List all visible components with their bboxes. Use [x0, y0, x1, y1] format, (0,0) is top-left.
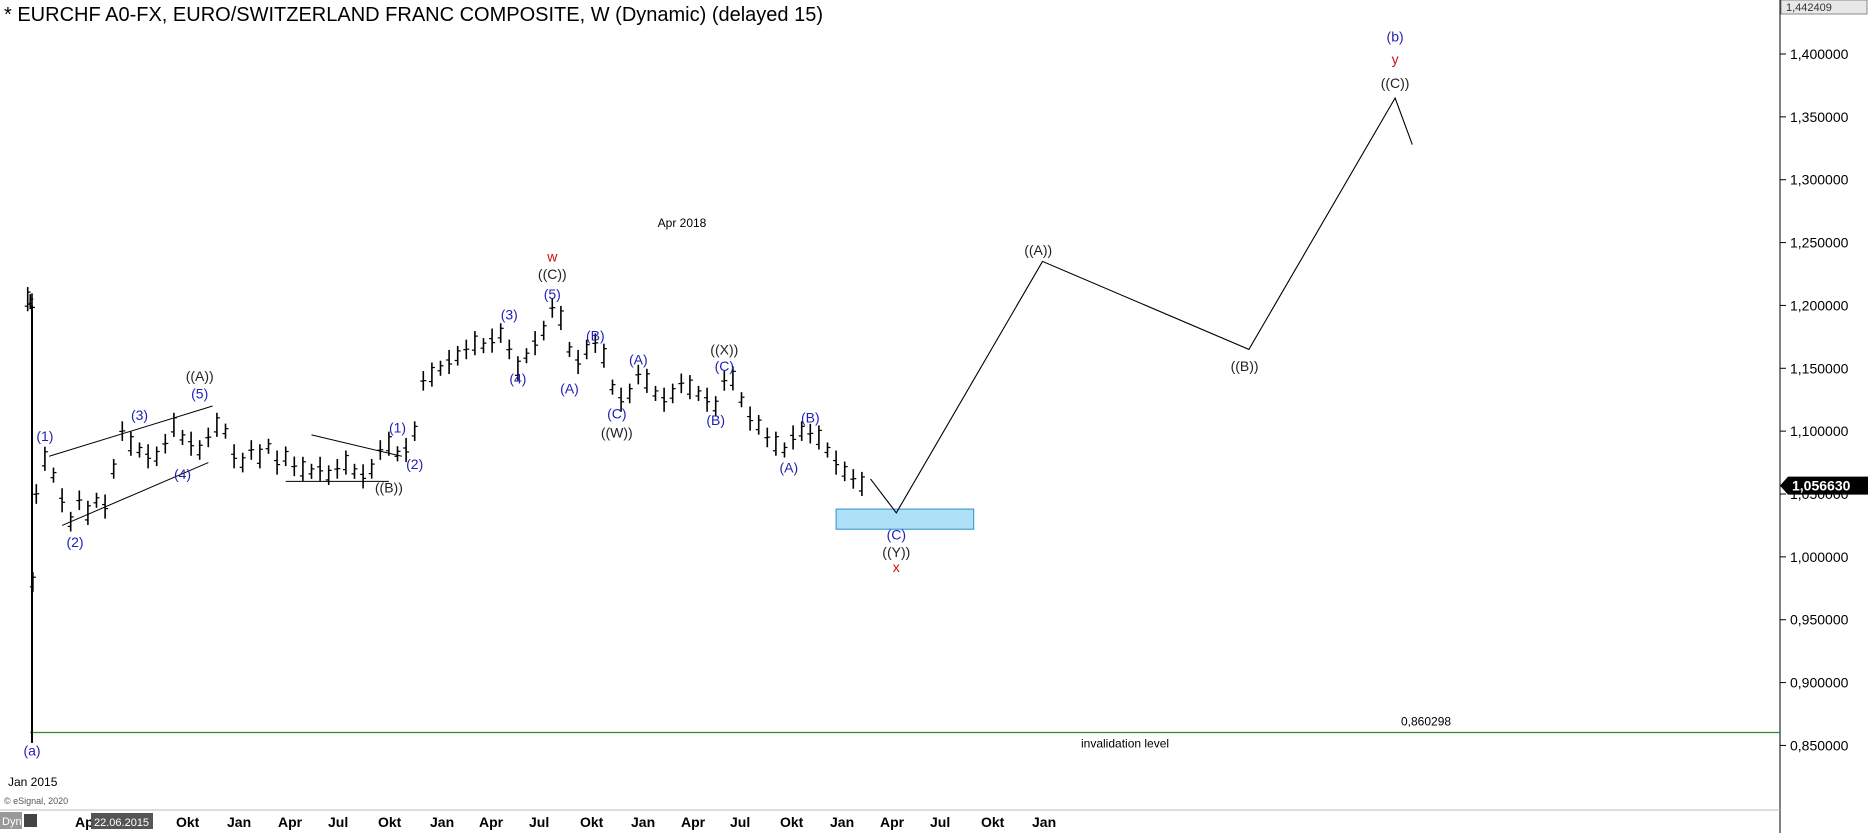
y-tick-label: 1,150000: [1790, 360, 1849, 376]
last-price-label: 1,056630: [1792, 478, 1851, 494]
wave-label: (3): [501, 306, 518, 322]
x-tick-label: Jan: [227, 814, 251, 830]
cursor-date-box: [91, 813, 153, 829]
y-tick-label: 1,100000: [1790, 423, 1849, 439]
wave-label: (C): [715, 358, 734, 374]
wave-label: ((A)): [186, 368, 214, 384]
x-tick-label: Jul: [328, 814, 348, 830]
y-tick-label: 1,400000: [1790, 46, 1849, 62]
projection-path: [870, 96, 1413, 514]
wave-label: (2): [406, 456, 423, 472]
invalidation-line-group: 0,860298 invalidation level: [30, 714, 1780, 750]
x-tick-label: Apr: [479, 814, 504, 830]
wave-label: (B): [706, 412, 725, 428]
trendline: [61, 462, 209, 526]
top-value-box: [1780, 0, 1868, 15]
last-price-box: [1780, 476, 1868, 495]
wave-label: x: [893, 559, 900, 575]
annotations-group: Apr 2018 Jan 2015 © eSignal, 2020: [4, 216, 707, 806]
dyn-icon: [24, 814, 37, 827]
wave-label: ((W)): [601, 424, 633, 440]
wave-labels-group: (a)(1)(2)(3)(4)(5)((A))((B))(1)(2)(3)(4)…: [23, 28, 1409, 758]
dyn-tag-box: [0, 812, 22, 829]
y-tick-label: 1,250000: [1790, 235, 1849, 251]
x-tick-label: Jul: [529, 814, 549, 830]
x-tick-label: Okt: [176, 814, 200, 830]
y-tick-label: 0,950000: [1790, 612, 1849, 628]
wave-label: (2): [66, 534, 83, 550]
x-tick-label: Okt: [378, 814, 402, 830]
target-zone: [835, 508, 975, 530]
wave-label: (a): [23, 742, 40, 758]
wave-label: (A): [779, 460, 798, 476]
x-tick-label: Jul: [730, 814, 750, 830]
start-date-label: Jan 2015: [8, 775, 58, 789]
trendline: [49, 405, 213, 457]
cursor-date-label: 22.06.2015: [94, 817, 149, 829]
x-tick-label: Jan: [830, 814, 854, 830]
wave-label: ((Y)): [882, 544, 910, 560]
y-tick-label: 0,900000: [1790, 675, 1849, 691]
trendline: [311, 434, 402, 457]
dyn-tag: Dyn: [2, 816, 22, 828]
x-tick-label: Apr: [681, 814, 706, 830]
wave-label: (1): [389, 419, 406, 435]
y-tick-label: 1,000000: [1790, 549, 1849, 565]
x-tick-label: Apr: [880, 814, 905, 830]
target-zone-group: [835, 508, 975, 530]
wave-label: (b): [1387, 28, 1404, 44]
wave-label: (4): [174, 466, 191, 482]
y-tick-label: 0,850000: [1790, 737, 1849, 753]
y-axis: 0,8500000,9000000,9500001,0000001,050000…: [1779, 0, 1868, 833]
trendlines-group: [49, 405, 402, 526]
wave-label: ((A)): [1024, 242, 1052, 258]
wave-label: (5): [544, 286, 561, 302]
copyright-label: © eSignal, 2020: [4, 796, 68, 806]
x-tick-label: Okt: [580, 814, 604, 830]
y-tick-label: 1,350000: [1790, 109, 1849, 125]
wave-label: (4): [509, 370, 526, 386]
wave-label: (C): [887, 526, 906, 542]
x-tick-label: Jan: [1032, 814, 1056, 830]
price-series: [24, 287, 865, 743]
wave-label: (5): [191, 385, 208, 401]
wave-label: ((B)): [1231, 358, 1259, 374]
wave-label: (B): [801, 409, 820, 425]
x-tick-label: Okt: [780, 814, 804, 830]
wave-label: (A): [560, 380, 579, 396]
wave-label: (1): [36, 428, 53, 444]
invalidation-level-label: invalidation level: [1081, 736, 1169, 750]
wave-label: y: [1392, 51, 1399, 67]
wave-label: ((X)): [710, 341, 738, 357]
x-tick-label: Okt: [981, 814, 1005, 830]
wave-label: (C): [607, 406, 626, 422]
projection-path-group: [870, 96, 1413, 514]
invalidation-value-label: 0,860298: [1401, 714, 1451, 728]
y-tick-label: 1,300000: [1790, 172, 1849, 188]
wave-label: w: [546, 248, 558, 264]
wave-label: (B): [586, 328, 605, 344]
wave-label: ((B)): [375, 480, 403, 496]
wave-label: (3): [131, 407, 148, 423]
x-tick-label: Jan: [430, 814, 454, 830]
top-value-label: 1,442409: [1786, 2, 1832, 14]
x-axis: Dyn Apr Okt Jan Apr Jul Okt Jan Apr Jul Okt Jan Apr J…: [0, 809, 1780, 830]
x-tick-label: Jul: [930, 814, 950, 830]
wave-label: (A): [629, 352, 648, 368]
peak-date-label: Apr 2018: [658, 216, 707, 230]
x-tick-label: Jan: [631, 814, 655, 830]
wave-label: ((C)): [538, 266, 567, 282]
y-tick-label: 1,200000: [1790, 297, 1849, 313]
chart-title: * EURCHF A0-FX, EURO/SWITZERLAND FRANC C…: [4, 4, 824, 26]
wave-label: ((C)): [1381, 75, 1410, 91]
x-tick-label: Apr: [278, 814, 303, 830]
